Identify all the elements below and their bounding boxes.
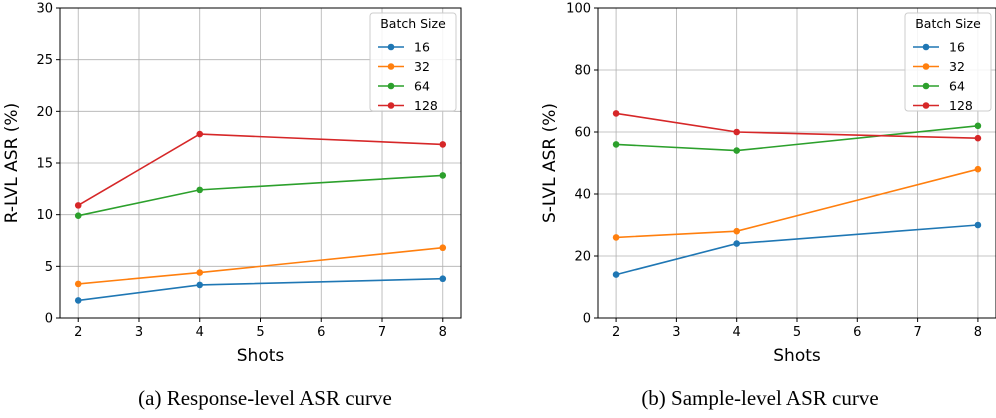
y-axis-label: R-LVL ASR (%)	[2, 103, 22, 223]
y-tick-label: 10	[36, 208, 53, 223]
x-tick-label: 6	[853, 325, 861, 340]
data-point	[733, 240, 740, 247]
data-point	[974, 134, 982, 142]
x-tick-label: 4	[196, 325, 204, 340]
y-tick-label: 0	[45, 312, 53, 327]
x-tick-label: 4	[733, 325, 741, 340]
y-tick-label: 40	[574, 188, 591, 203]
data-point	[196, 269, 204, 276]
x-tick-label: 8	[439, 325, 447, 340]
data-point	[733, 128, 740, 136]
legend-swatch-marker	[922, 63, 930, 70]
data-point	[974, 221, 982, 229]
x-tick-label: 2	[612, 325, 620, 340]
x-tick-label: 2	[74, 325, 82, 340]
x-axis-label: Shots	[773, 346, 821, 366]
data-point	[439, 275, 447, 283]
legend-swatch-marker	[387, 63, 395, 70]
legend-swatch-marker	[922, 43, 930, 51]
legend-swatch-marker	[387, 102, 395, 109]
ticks: 2 3 4 5 6 7 8 0 5 10 15 20 25 30	[36, 2, 446, 341]
legend: Batch Size 16 32 64 128	[369, 12, 457, 113]
series-128	[74, 130, 447, 209]
series-32	[612, 165, 982, 241]
legend-swatch-marker	[922, 102, 930, 109]
x-tick-label: 7	[913, 325, 921, 340]
series-64	[74, 172, 447, 219]
data-point	[196, 130, 204, 138]
x-tick-label: 8	[974, 325, 982, 340]
y-tick-label: 60	[574, 126, 591, 141]
data-point	[733, 147, 740, 154]
y-axis-label: S-LVL ASR (%)	[540, 103, 560, 223]
x-tick-label: 5	[793, 325, 801, 340]
data-point	[439, 141, 447, 148]
data-point	[612, 110, 620, 117]
legend: Batch Size 16 32 64 128	[904, 12, 992, 113]
y-tick-label: 0	[583, 312, 591, 327]
legend-label: 32	[949, 59, 965, 74]
legend-swatch-marker	[387, 43, 395, 51]
x-tick-label: 3	[672, 325, 680, 340]
caption-b: (b) Sample-level ASR curve	[641, 386, 879, 410]
legend-swatch-marker	[922, 82, 930, 90]
legend-label: 16	[949, 40, 965, 55]
legend-label: 64	[949, 79, 965, 94]
data-point	[74, 280, 82, 288]
data-point	[74, 212, 82, 219]
y-tick-label: 20	[36, 105, 53, 120]
y-tick-label: 15	[36, 157, 53, 172]
legend-swatch-marker	[387, 82, 395, 90]
series-16	[74, 275, 447, 304]
y-tick-label: 20	[574, 250, 591, 265]
legend-label: 16	[414, 40, 430, 55]
series-64	[612, 122, 982, 154]
series-16	[612, 221, 982, 278]
legend-label: 64	[414, 79, 430, 94]
legend-label: 128	[949, 98, 973, 113]
data-point	[974, 122, 982, 130]
data-point	[74, 297, 82, 304]
data-point	[612, 234, 620, 241]
series-128	[612, 110, 982, 142]
y-tick-label: 25	[36, 53, 53, 68]
x-axis-label: Shots	[237, 346, 285, 366]
y-tick-label: 5	[45, 260, 53, 275]
data-point	[196, 186, 204, 194]
y-tick-label: 100	[566, 2, 591, 17]
data-point	[439, 172, 447, 179]
data-point	[974, 165, 982, 173]
x-tick-label: 6	[317, 325, 325, 340]
data-point	[733, 227, 740, 235]
x-tick-label: 3	[135, 325, 143, 340]
legend-title: Batch Size	[380, 16, 446, 31]
data-point	[74, 202, 82, 209]
x-tick-label: 5	[256, 325, 264, 340]
series-32	[74, 244, 447, 288]
x-tick-label: 7	[378, 325, 386, 340]
data-point	[196, 281, 204, 289]
data-point	[439, 244, 447, 252]
legend-label: 32	[414, 59, 430, 74]
y-tick-label: 80	[574, 64, 591, 79]
legend-label: 128	[414, 98, 438, 113]
data-point	[612, 141, 620, 148]
y-tick-label: 30	[36, 2, 53, 17]
caption-a: (a) Response-level ASR curve	[138, 386, 392, 410]
legend-title: Batch Size	[915, 16, 981, 31]
data-point	[612, 271, 620, 278]
